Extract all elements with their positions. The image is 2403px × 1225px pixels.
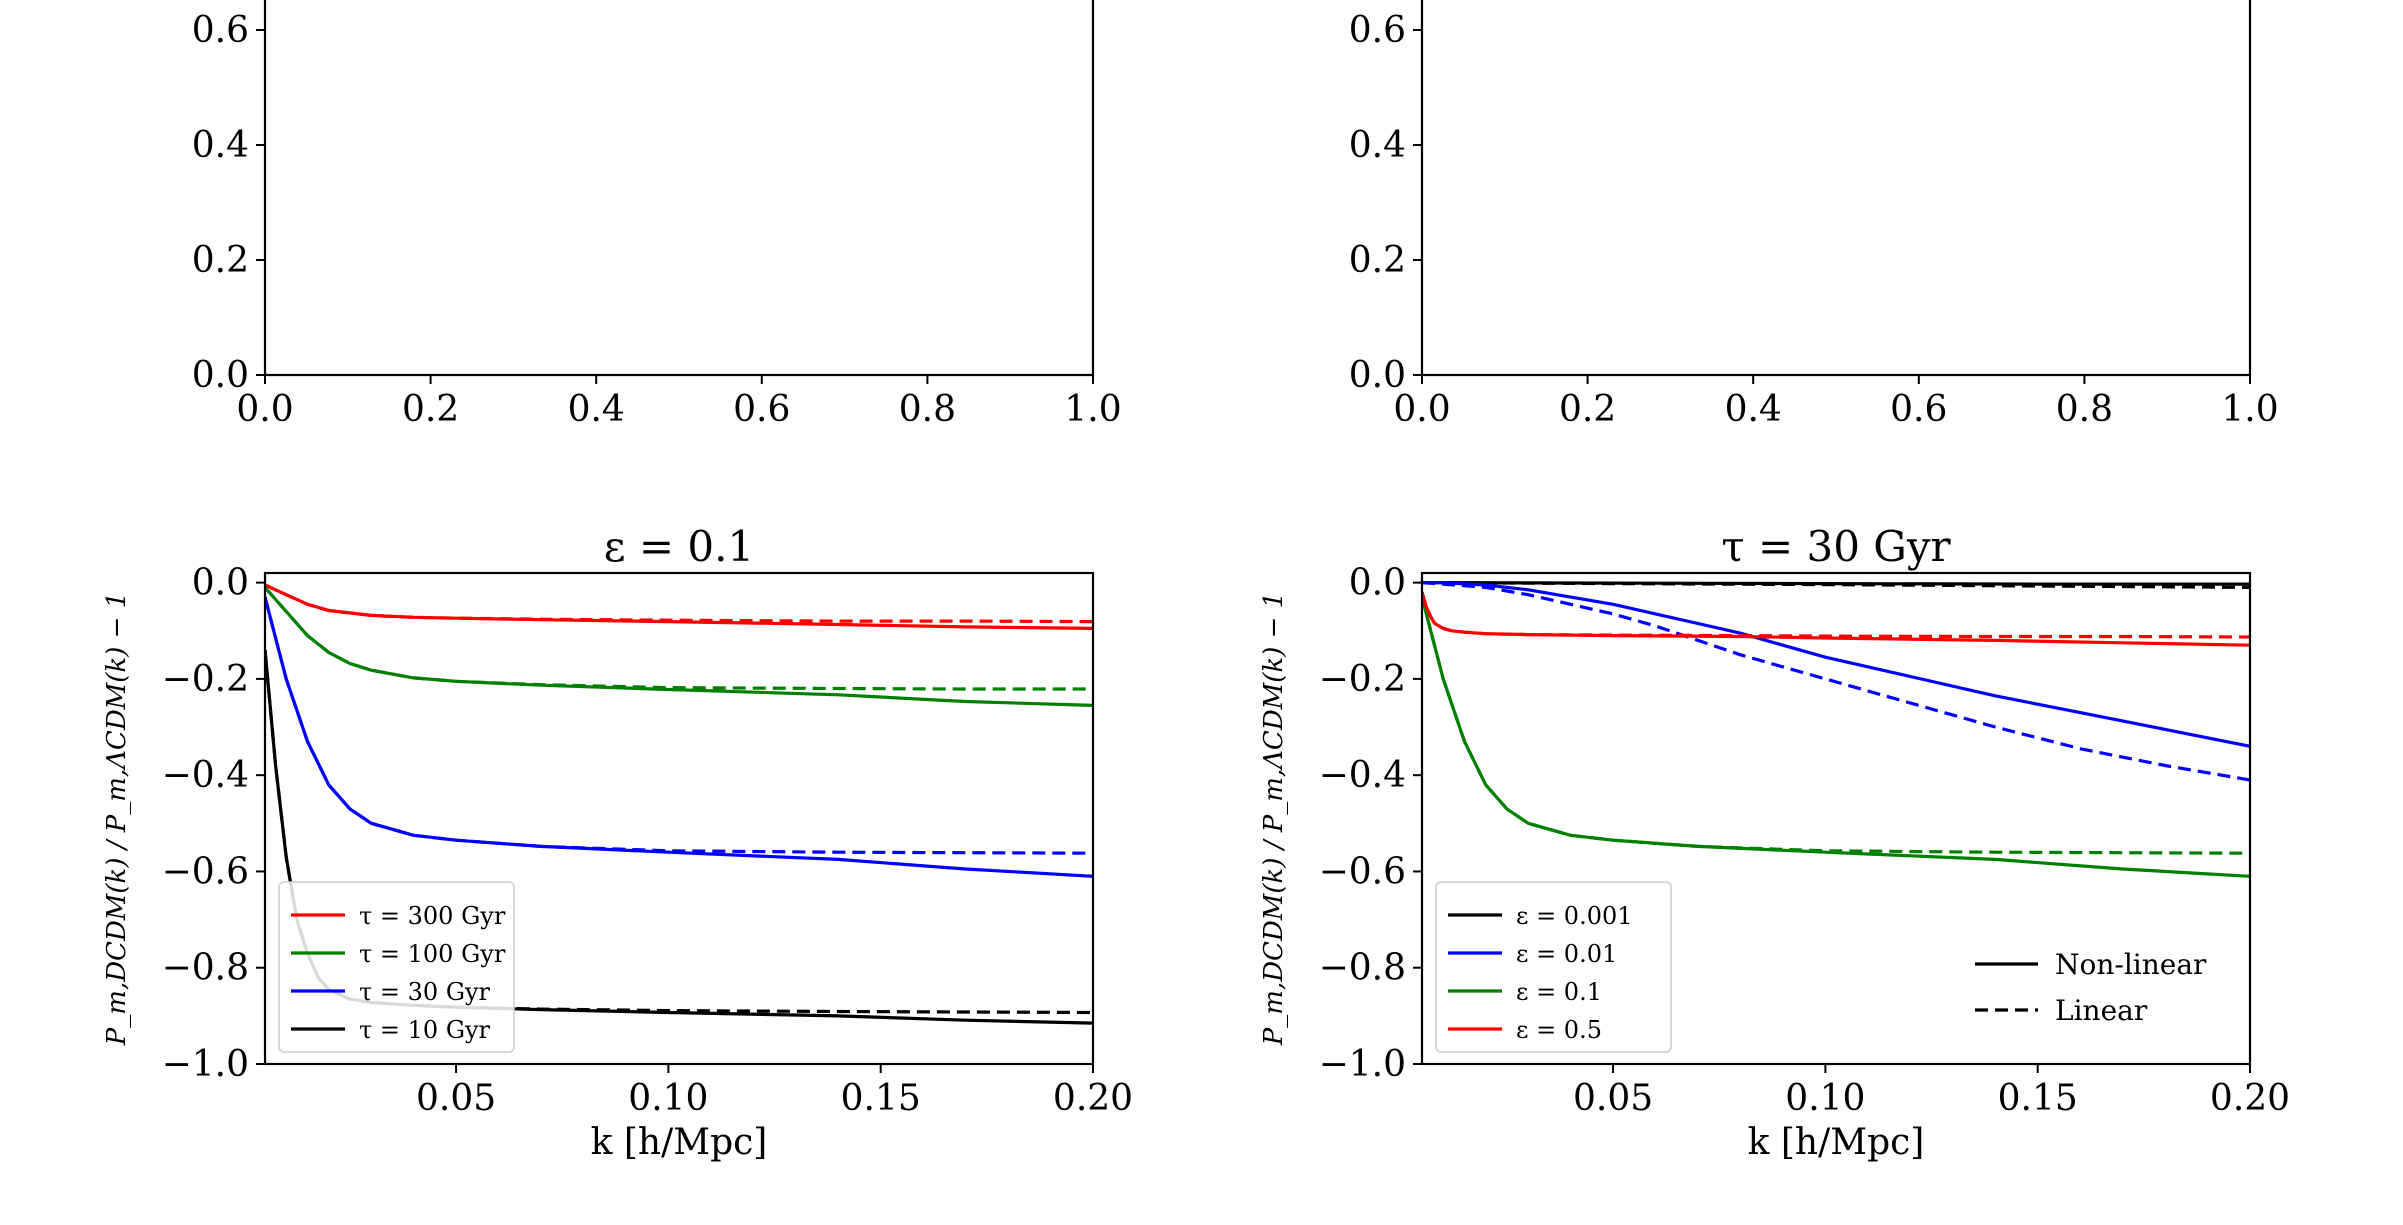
panel-bottom-left: 0.05 0.10 0.15 0.20 0.0 −0.2 −0.4 −0.6 −0.8 −1.0 ε… — [102, 522, 1133, 1163]
series-line — [1422, 596, 2250, 855]
y-axis-label: P_m,DCDM(k) / P_m,ΛCDM(k) − 1 — [102, 592, 132, 1046]
y-tick-label: 0.4 — [1349, 125, 1406, 166]
x-tick-label: 0.15 — [841, 1078, 921, 1119]
x-tick-label: 0.15 — [1998, 1078, 2078, 1119]
x-tick-label: 0.8 — [2056, 389, 2113, 430]
legend-label: τ = 30 Gyr — [359, 978, 491, 1006]
y-tick-label: 0.2 — [192, 240, 249, 281]
series-line — [265, 583, 1093, 624]
series-group — [1422, 580, 2250, 878]
series-line — [265, 586, 1093, 691]
x-tick-label: 0.10 — [1785, 1078, 1865, 1119]
x-tick-label: 0.05 — [416, 1078, 496, 1119]
x-tick-label: 0.6 — [1890, 389, 1947, 430]
legend-label: τ = 300 Gyr — [359, 902, 506, 930]
style-legend-label: Linear — [2055, 994, 2148, 1027]
x-tick-label: 1.0 — [2221, 389, 2278, 430]
legend-label: ε = 0.001 — [1516, 902, 1633, 930]
series-line — [1422, 580, 2250, 748]
series-line — [265, 596, 1093, 855]
x-axis-label: k [h/Mpc] — [1748, 1122, 1925, 1163]
y-tick-label: 0.6 — [192, 10, 249, 51]
x-axis-label: k [h/Mpc] — [591, 1122, 768, 1163]
x-tick-label: 0.4 — [1725, 389, 1782, 430]
axes-frame — [1420, 0, 2252, 377]
y-tick-label: −0.6 — [1319, 851, 1406, 892]
x-tick-label: 0.4 — [568, 389, 625, 430]
legend-label: ε = 0.01 — [1516, 940, 1617, 968]
y-tick-label: −1.0 — [162, 1044, 249, 1085]
legend-label: τ = 100 Gyr — [359, 940, 506, 968]
y-tick-label: 0.0 — [1349, 355, 1406, 396]
x-tick-label: 0.2 — [402, 389, 459, 430]
axes-frame — [263, 571, 1095, 1066]
legend: ε = 0.001 ε = 0.01 ε = 0.1 ε = 0.5 — [1435, 881, 1672, 1053]
x-tick-label: 0.8 — [899, 389, 956, 430]
x-tick-label: 0.0 — [1393, 389, 1450, 430]
y-tick-label: 0.6 — [1349, 10, 1406, 51]
style-legend-label: Non-linear — [2055, 948, 2207, 981]
x-tick-label: 0.20 — [2210, 1078, 2290, 1119]
x-tick-label: 0.6 — [733, 389, 790, 430]
legend-label: ε = 0.1 — [1516, 978, 1602, 1006]
legend-label: τ = 10 Gyr — [359, 1016, 491, 1044]
y-tick-label: −0.4 — [162, 755, 249, 796]
y-tick-label: −0.2 — [162, 659, 249, 700]
chart-title: τ = 30 Gyr — [1721, 522, 1951, 571]
y-tick-label: −0.6 — [162, 851, 249, 892]
y-tick-label: 0.4 — [192, 125, 249, 166]
y-tick-label: 0.0 — [1349, 563, 1406, 604]
x-tick-label: 1.0 — [1064, 389, 1121, 430]
series-line — [1422, 580, 2250, 589]
y-tick-label: 0.0 — [192, 355, 249, 396]
y-axis-label: P_m,DCDM(k) / P_m,ΛCDM(k) − 1 — [1259, 592, 1289, 1046]
x-tick-label: 0.20 — [1053, 1078, 1133, 1119]
axes-frame — [1420, 571, 2252, 1066]
y-tick-label: 0.0 — [192, 563, 249, 604]
y-tick-label: −1.0 — [1319, 1044, 1406, 1085]
x-tick-label: 0.10 — [628, 1078, 708, 1119]
chart-title: ε = 0.1 — [604, 522, 754, 571]
series-line — [1422, 591, 2250, 639]
legend-box — [1435, 881, 1672, 1053]
y-tick-label: 0.2 — [1349, 240, 1406, 281]
axes-frame — [263, 0, 1095, 377]
y-tick-label: −0.8 — [162, 948, 249, 989]
style-legend: Non-linear Linear — [1975, 948, 2207, 1027]
panel-top-right: 0.0 0.2 0.4 0.6 0.8 1.0 0.0 0.2 0.4 0.6 — [1349, 0, 2279, 430]
y-tick-label: −0.8 — [1319, 948, 1406, 989]
x-tick-label: 0.05 — [1573, 1078, 1653, 1119]
y-tick-label: −0.4 — [1319, 755, 1406, 796]
panel-bottom-right: 0.05 0.10 0.15 0.20 0.0 −0.2 −0.4 −0.6 −0.8 −1.0 τ… — [1259, 522, 2290, 1163]
y-tick-label: −0.2 — [1319, 659, 1406, 700]
legend: τ = 300 Gyr τ = 100 Gyr τ = 30 Gyr τ = 10 G… — [278, 881, 515, 1053]
series-line — [1422, 581, 2250, 782]
legend-box — [278, 881, 515, 1053]
x-tick-label: 0.2 — [1559, 389, 1616, 430]
x-tick-label: 0.0 — [236, 389, 293, 430]
series-line — [265, 596, 1093, 878]
panel-top-left: 0.0 0.2 0.4 0.6 0.8 1.0 0.0 0.2 0.4 0.6 — [192, 0, 1122, 430]
legend-label: ε = 0.5 — [1516, 1016, 1602, 1044]
